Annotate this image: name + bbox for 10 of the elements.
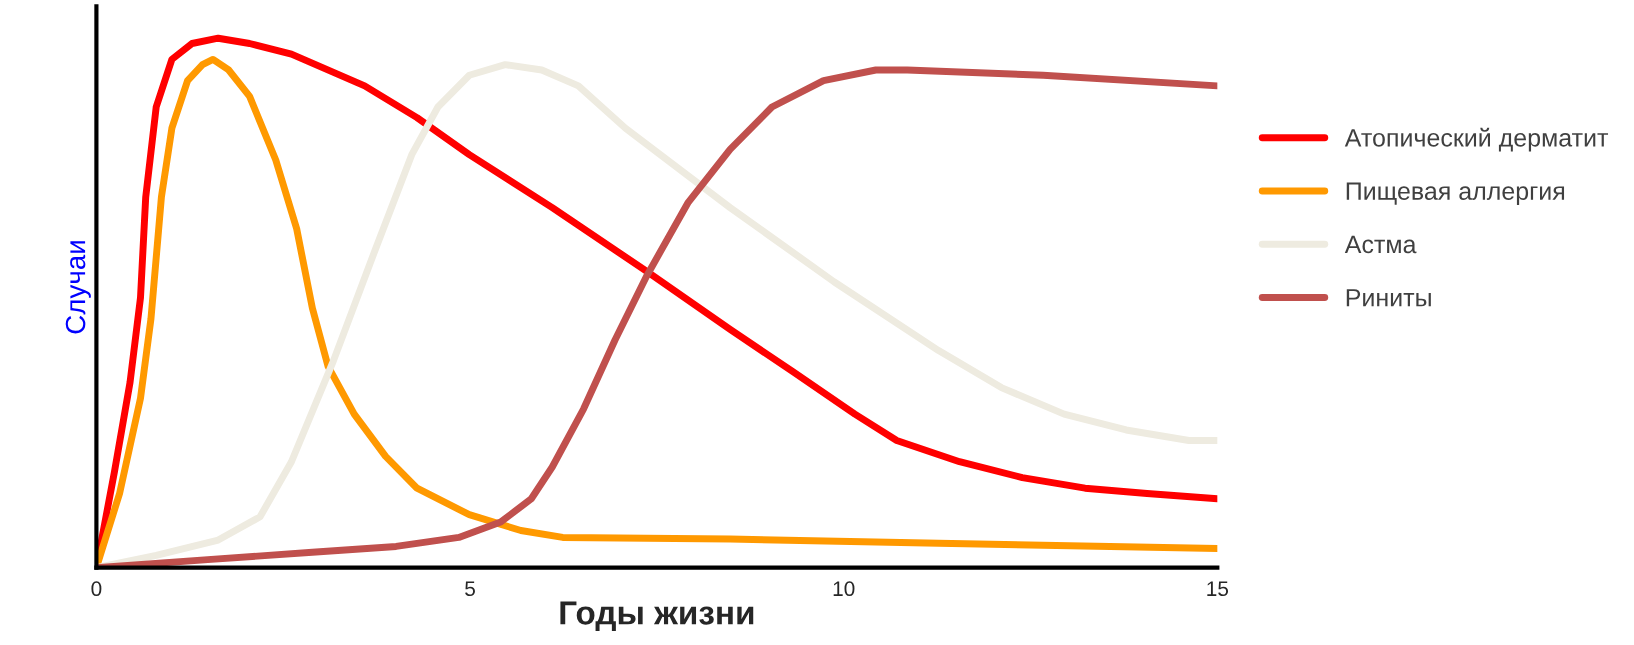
legend-label: Астма xyxy=(1344,235,1417,254)
legend-label: Пищевая аллергия xyxy=(1346,182,1565,205)
x-tick-label: 10 xyxy=(833,581,855,597)
legend-label: Атопический дерматит xyxy=(1344,127,1609,152)
x-axis-title: Годы жизни xyxy=(560,601,754,632)
legend-label: Риниты xyxy=(1346,289,1431,307)
x-tick-label: 5 xyxy=(465,581,475,597)
x-tick-label: 15 xyxy=(1207,581,1229,597)
y-axis-title: Случаи xyxy=(65,241,91,334)
x-tick-label: 0 xyxy=(91,581,102,597)
